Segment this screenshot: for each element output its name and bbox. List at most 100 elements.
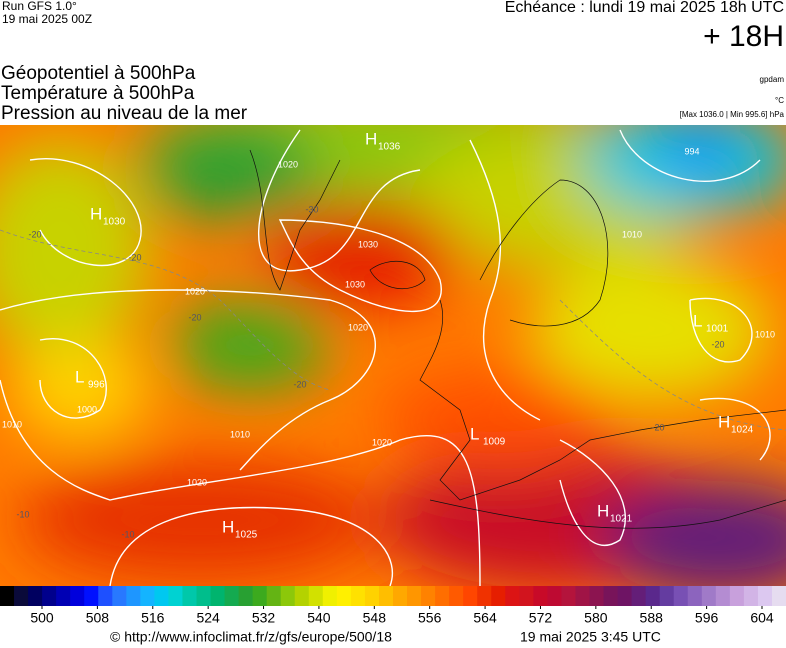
colorbar-swatch [743, 586, 759, 606]
colorbar-swatch [70, 586, 85, 606]
title-2: Température à 500hPa [1, 83, 195, 104]
colorbar-swatch [224, 586, 240, 606]
isobar-label: 994 [684, 146, 699, 156]
colorbar-tick-label: 556 [418, 610, 442, 626]
isobar-label: 1020 [348, 322, 368, 332]
colorbar-swatch [617, 586, 633, 606]
isobar-label: 1020 [278, 159, 298, 169]
colorbar-swatch [757, 586, 773, 606]
temperature-label: -30 [305, 204, 318, 214]
colorbar-swatch [252, 586, 268, 606]
colorbar-swatch [575, 586, 590, 606]
temperature-label: -20 [293, 379, 306, 389]
isobar-label: 1010 [755, 329, 775, 339]
colorbar-tick-label: 548 [363, 610, 387, 626]
colorbar-swatch [449, 586, 464, 606]
pressure-center-value: 1036 [378, 142, 401, 153]
colorbar-swatch [140, 586, 155, 606]
generated-time: 19 mai 2025 3:45 UTC [520, 629, 661, 645]
isobar-label: 1010 [622, 229, 642, 239]
colorbar-swatch [477, 586, 492, 606]
colorbar-swatch [407, 586, 422, 606]
colorbar-tick-label: 516 [141, 610, 165, 626]
temperature-label: -20 [651, 422, 664, 432]
colorbar-swatch [701, 586, 717, 606]
isobar-label: 1010 [2, 419, 22, 429]
colorbar-swatch [645, 586, 661, 606]
colorbar-swatch [196, 586, 212, 606]
colorbar-swatch [280, 586, 296, 606]
colorbar-swatch [393, 586, 408, 606]
colorbar-swatch [308, 586, 324, 606]
temperature-label: -20 [28, 229, 41, 239]
pressure-center-letter: L [693, 311, 702, 330]
colorbar-swatch [533, 586, 548, 606]
pressure-center-letter: L [470, 424, 479, 443]
header: Run GFS 1.0° 19 mai 2025 00Z Echéance : … [1, 0, 785, 124]
forecast-time: Echéance : lundi 19 mai 2025 18h UTC [505, 0, 784, 16]
colorbar-swatch [126, 586, 141, 606]
colorbar-tick-label: 500 [30, 610, 54, 626]
isobar-label: 1030 [345, 279, 365, 289]
colorbar-swatch [364, 586, 380, 606]
colorbar-swatch [659, 586, 675, 606]
coastlines [249, 149, 786, 529]
colorbar-swatch [84, 586, 99, 606]
unit-temperature: °C [775, 96, 784, 105]
colorbar-swatch [98, 586, 113, 606]
pressure-center-letter: H [222, 517, 234, 536]
colorbar-swatch [673, 586, 689, 606]
pressure-center-value: 1024 [731, 425, 754, 436]
colorbar-tick-label: 540 [307, 610, 331, 626]
colorbar-tick-label: 564 [473, 610, 497, 626]
pressure-center-letter: H [90, 204, 102, 223]
isobar-label: 1020 [187, 477, 207, 487]
pressure-center-value: 1030 [103, 217, 126, 228]
pressure-center-letter: L [75, 367, 84, 386]
unit-geopotential: gpdam [760, 75, 785, 84]
isobar-label: 1020 [372, 437, 392, 447]
colorbar-swatch [112, 586, 127, 606]
colorbar-swatch [168, 586, 183, 606]
isobar-label: 1020 [185, 286, 205, 296]
colorbar-swatch [210, 586, 226, 606]
colorbar-tick-label: 588 [640, 610, 664, 626]
colorbar-swatch [729, 586, 745, 606]
colorbar-swatch [771, 586, 786, 606]
colorbar-swatch [238, 586, 254, 606]
colorbar-swatch [182, 586, 197, 606]
colorbar-tick-label: 604 [750, 610, 774, 626]
colorbar-tick-label: 572 [529, 610, 553, 626]
isobar-label: 1030 [358, 239, 378, 249]
colorbar-tick-label: 524 [196, 610, 220, 626]
colorbar-tick-label: 596 [695, 610, 719, 626]
unit-pressure: [Max 1036.0 | Min 995.6] hPa [680, 110, 785, 119]
isobar-label: 1000 [77, 404, 97, 414]
colorbar-swatch [294, 586, 310, 606]
colorbar-swatch [42, 586, 57, 606]
run-label: Run GFS 1.0° [2, 0, 77, 13]
pressure-center-value: 1025 [235, 530, 258, 541]
pressure-center-value: 996 [88, 380, 105, 391]
temperature-label: -20 [188, 312, 201, 322]
title-3: Pression au niveau de la mer [1, 103, 248, 124]
run-date: 19 mai 2025 00Z [2, 12, 92, 26]
pressure-center-value: 1021 [610, 514, 633, 525]
pressure-center-letter: H [718, 412, 730, 431]
isobar-label: 1010 [230, 429, 250, 439]
colorbar-swatch [56, 586, 71, 606]
temperature-label: -20 [128, 252, 141, 262]
colorbar-swatch [0, 586, 15, 606]
colorbar-swatch [463, 586, 478, 606]
colorbar-swatch [589, 586, 605, 606]
pressure-center-letter: H [597, 501, 609, 520]
colorbar-swatch [421, 586, 436, 606]
colorbar-swatch [505, 586, 520, 606]
temperature-label: -10 [121, 529, 134, 539]
colorbar-swatch [322, 586, 338, 606]
colorbar-swatch [603, 586, 619, 606]
colorbar-tick-label: 580 [584, 610, 608, 626]
temperature-label: -10 [16, 509, 29, 519]
